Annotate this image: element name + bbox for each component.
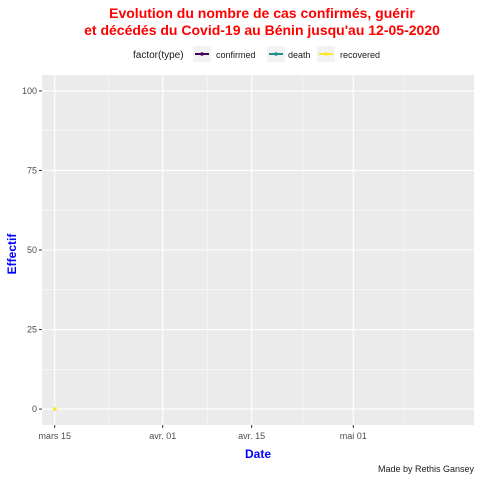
y-tick-label: 75 [27, 165, 37, 175]
y-tick-label: 0 [32, 404, 37, 414]
x-axis: mars 15 avr. 01 avr. 15 mai 01 [38, 425, 367, 441]
y-axis-title: Effectif [5, 233, 19, 275]
y-axis: 0 25 50 75 100 [22, 86, 42, 414]
x-axis-title: Date [245, 447, 271, 461]
y-tick-label: 25 [27, 325, 37, 335]
x-tick-label: avr. 01 [149, 431, 176, 441]
chart-title-line-1: Evolution du nombre de cas confirmés, gu… [109, 5, 415, 21]
major-grid [42, 75, 474, 425]
chart-title-line-2: et décédés du Covid-19 au Bénin jusqu'au… [84, 22, 440, 38]
series-layer [52, 407, 57, 411]
x-tick-label: avr. 15 [238, 431, 265, 441]
legend: factor(type) confirmed death recovered [133, 46, 380, 62]
point-recovered [52, 407, 57, 411]
legend-label-confirmed: confirmed [216, 50, 256, 60]
legend-item-confirmed: confirmed [193, 46, 256, 62]
x-tick-label: mars 15 [38, 431, 71, 441]
y-tick-label: 100 [22, 86, 37, 96]
y-tick-label: 50 [27, 245, 37, 255]
x-tick-label: mai 01 [340, 431, 367, 441]
legend-item-death: death [267, 46, 311, 62]
legend-label-recovered: recovered [340, 50, 380, 60]
legend-label-death: death [288, 50, 311, 60]
caption: Made by Rethis Gansey [378, 464, 475, 474]
legend-item-recovered: recovered [317, 46, 380, 62]
legend-title: factor(type) [133, 50, 184, 61]
